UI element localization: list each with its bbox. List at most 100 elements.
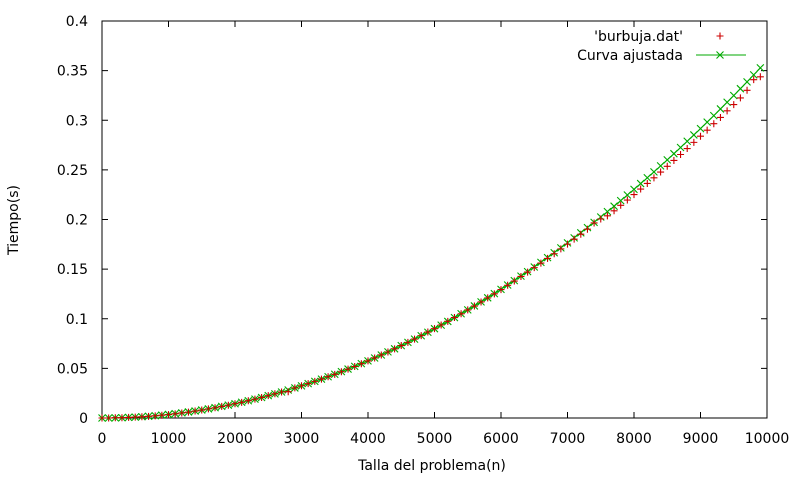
burbuja-point xyxy=(404,338,412,346)
burbuja-point xyxy=(477,298,485,306)
burbuja-point xyxy=(637,185,645,193)
curva-ajustada-point xyxy=(623,191,632,199)
burbuja-point xyxy=(231,400,239,408)
burbuja-point xyxy=(184,408,192,416)
burbuja-point xyxy=(331,370,339,378)
burbuja-point xyxy=(490,290,498,298)
burbuja-point xyxy=(564,240,571,248)
burbuja-point xyxy=(431,325,438,333)
burbuja-point xyxy=(218,402,226,410)
burbuja-point xyxy=(590,219,598,227)
burbuja-point xyxy=(497,286,505,294)
x-tick-label: 4000 xyxy=(350,431,386,447)
y-tick-label: 0.1 xyxy=(66,312,88,328)
burbuja-point xyxy=(537,259,545,267)
burbuja-point xyxy=(723,107,731,115)
burbuja-point xyxy=(324,373,332,381)
curva-ajustada-point xyxy=(650,167,658,176)
curva-ajustada-point xyxy=(643,173,652,182)
burbuja-point xyxy=(278,388,286,396)
y-tick-label: 0.15 xyxy=(57,262,88,278)
x-tick-label: 10000 xyxy=(745,431,790,447)
series-layer xyxy=(98,63,765,422)
burbuja-point xyxy=(617,201,625,209)
y-tick-label: 0.2 xyxy=(66,213,88,229)
burbuja-point xyxy=(623,196,631,204)
burbuja-point xyxy=(151,412,159,420)
x-axis-title: Talla del problema(n) xyxy=(357,458,506,474)
x-tick-label: 5000 xyxy=(417,431,453,447)
burbuja-point xyxy=(158,411,166,419)
burbuja-point xyxy=(437,321,445,329)
burbuja-point xyxy=(391,345,399,353)
burbuja-point xyxy=(238,398,246,406)
burbuja-point xyxy=(677,150,685,158)
burbuja-point xyxy=(204,405,212,413)
curva-ajustada-point xyxy=(736,84,745,93)
legend-label-curva-ajustada: Curva ajustada xyxy=(577,48,683,64)
y-tick-label: 0.4 xyxy=(66,14,88,30)
burbuja-point xyxy=(371,354,379,362)
burbuja-point xyxy=(258,393,266,401)
curva-ajustada-point xyxy=(603,207,612,216)
curva-ajustada-point xyxy=(656,162,665,170)
burbuja-point xyxy=(251,395,259,403)
tick-marks xyxy=(101,20,768,419)
y-axis-title: Tiempo(s) xyxy=(6,185,22,256)
curva-ajustada-point xyxy=(749,71,758,79)
burbuja-point xyxy=(550,250,558,258)
burbuja-point xyxy=(211,404,219,412)
burbuja-point xyxy=(657,168,665,176)
burbuja-point xyxy=(643,179,651,187)
y-tick-label: 0.25 xyxy=(57,163,88,179)
burbuja-point xyxy=(730,101,738,109)
burbuja-point xyxy=(697,132,704,140)
x-tick-labels: 0 1000 2000 3000 4000 5000 6000 7000 8000 9000 100… xyxy=(98,431,790,447)
burbuja-point xyxy=(171,410,179,418)
x-tick-label: 6000 xyxy=(483,431,519,447)
burbuja-point xyxy=(524,268,532,276)
legend-cross-marker xyxy=(716,51,724,59)
x-tick-label: 0 xyxy=(98,431,107,447)
burbuja-point xyxy=(424,328,432,336)
burbuja-point xyxy=(484,294,492,302)
burbuja-point xyxy=(284,388,292,396)
burbuja-point xyxy=(304,380,312,388)
burbuja-point xyxy=(384,348,392,356)
curva-ajustada-point xyxy=(716,105,725,113)
burbuja-point xyxy=(311,377,319,385)
curva-ajustada-point xyxy=(670,149,678,158)
burbuja-point xyxy=(224,401,232,409)
y-tick-label: 0.3 xyxy=(66,113,88,129)
burbuja-point xyxy=(603,212,611,220)
burbuja-point xyxy=(244,397,252,405)
burbuja-point xyxy=(510,277,518,285)
burbuja-point xyxy=(351,362,359,370)
burbuja-point xyxy=(690,138,698,146)
burbuja-point xyxy=(377,351,385,359)
burbuja-point xyxy=(544,254,552,262)
burbuja-point xyxy=(178,409,186,417)
x-tick-label: 2000 xyxy=(217,431,253,447)
burbuja-point xyxy=(131,413,139,421)
burbuja-point xyxy=(298,382,305,390)
burbuja-point xyxy=(570,235,578,243)
burbuja-point xyxy=(111,414,119,422)
curva-ajustada-point xyxy=(610,202,618,211)
curva-ajustada-point xyxy=(683,137,692,146)
y-tick-label: 0.05 xyxy=(57,361,88,377)
curva-ajustada-point xyxy=(729,91,738,100)
burbuja-point xyxy=(710,120,718,128)
y-tick-label: 0.35 xyxy=(57,64,88,80)
burbuja-point xyxy=(450,314,458,322)
burbuja-point xyxy=(683,145,691,153)
curva-ajustada-line xyxy=(102,67,761,419)
burbuja-point xyxy=(125,413,133,421)
burbuja-point xyxy=(271,390,279,398)
x-tick-label: 8000 xyxy=(616,431,652,447)
x-tick-label: 3000 xyxy=(284,431,320,447)
y-tick-label: 0 xyxy=(79,411,88,427)
burbuja-point xyxy=(630,191,638,199)
curva-ajustada-point xyxy=(663,155,672,164)
